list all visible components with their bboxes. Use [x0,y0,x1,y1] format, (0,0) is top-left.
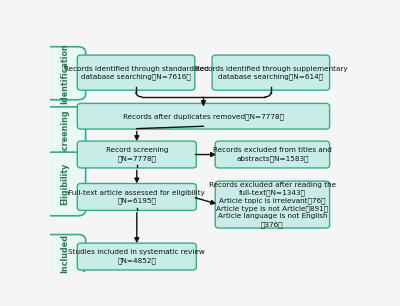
FancyBboxPatch shape [77,141,196,168]
FancyBboxPatch shape [77,55,195,90]
Text: Studies included in systematic review
（N=4852）: Studies included in systematic review （N… [68,249,205,263]
Text: Record screening
（N=7778）: Record screening （N=7778） [106,147,168,162]
Text: Records identified through standardized
database searching（N=7616）: Records identified through standardized … [64,65,208,80]
Text: Included: Included [60,234,69,274]
Text: Records excluded after reading the
full-text（N=1343）
Article topic is irrelevant: Records excluded after reading the full-… [209,182,336,228]
Text: Records excluded from titles and
abstracts（N=1583）: Records excluded from titles and abstrac… [213,147,332,162]
FancyBboxPatch shape [77,103,330,129]
Text: Screening: Screening [60,109,69,155]
FancyBboxPatch shape [215,141,330,168]
FancyBboxPatch shape [44,107,86,158]
FancyBboxPatch shape [212,55,330,90]
FancyBboxPatch shape [77,184,196,210]
FancyBboxPatch shape [215,181,330,228]
Text: Identification: Identification [60,43,69,104]
FancyBboxPatch shape [44,47,86,100]
Text: Records after duplicates removed（N=7778）: Records after duplicates removed（N=7778） [123,113,284,120]
Text: Full-text article assessed for eligibility
（N=6195）: Full-text article assessed for eligibili… [68,190,205,204]
FancyBboxPatch shape [44,234,86,273]
Text: Eligibility: Eligibility [60,163,69,205]
Text: Records identified through supplementary
database searching（N=614）: Records identified through supplementary… [194,65,347,80]
FancyBboxPatch shape [44,152,86,216]
FancyBboxPatch shape [77,243,196,270]
